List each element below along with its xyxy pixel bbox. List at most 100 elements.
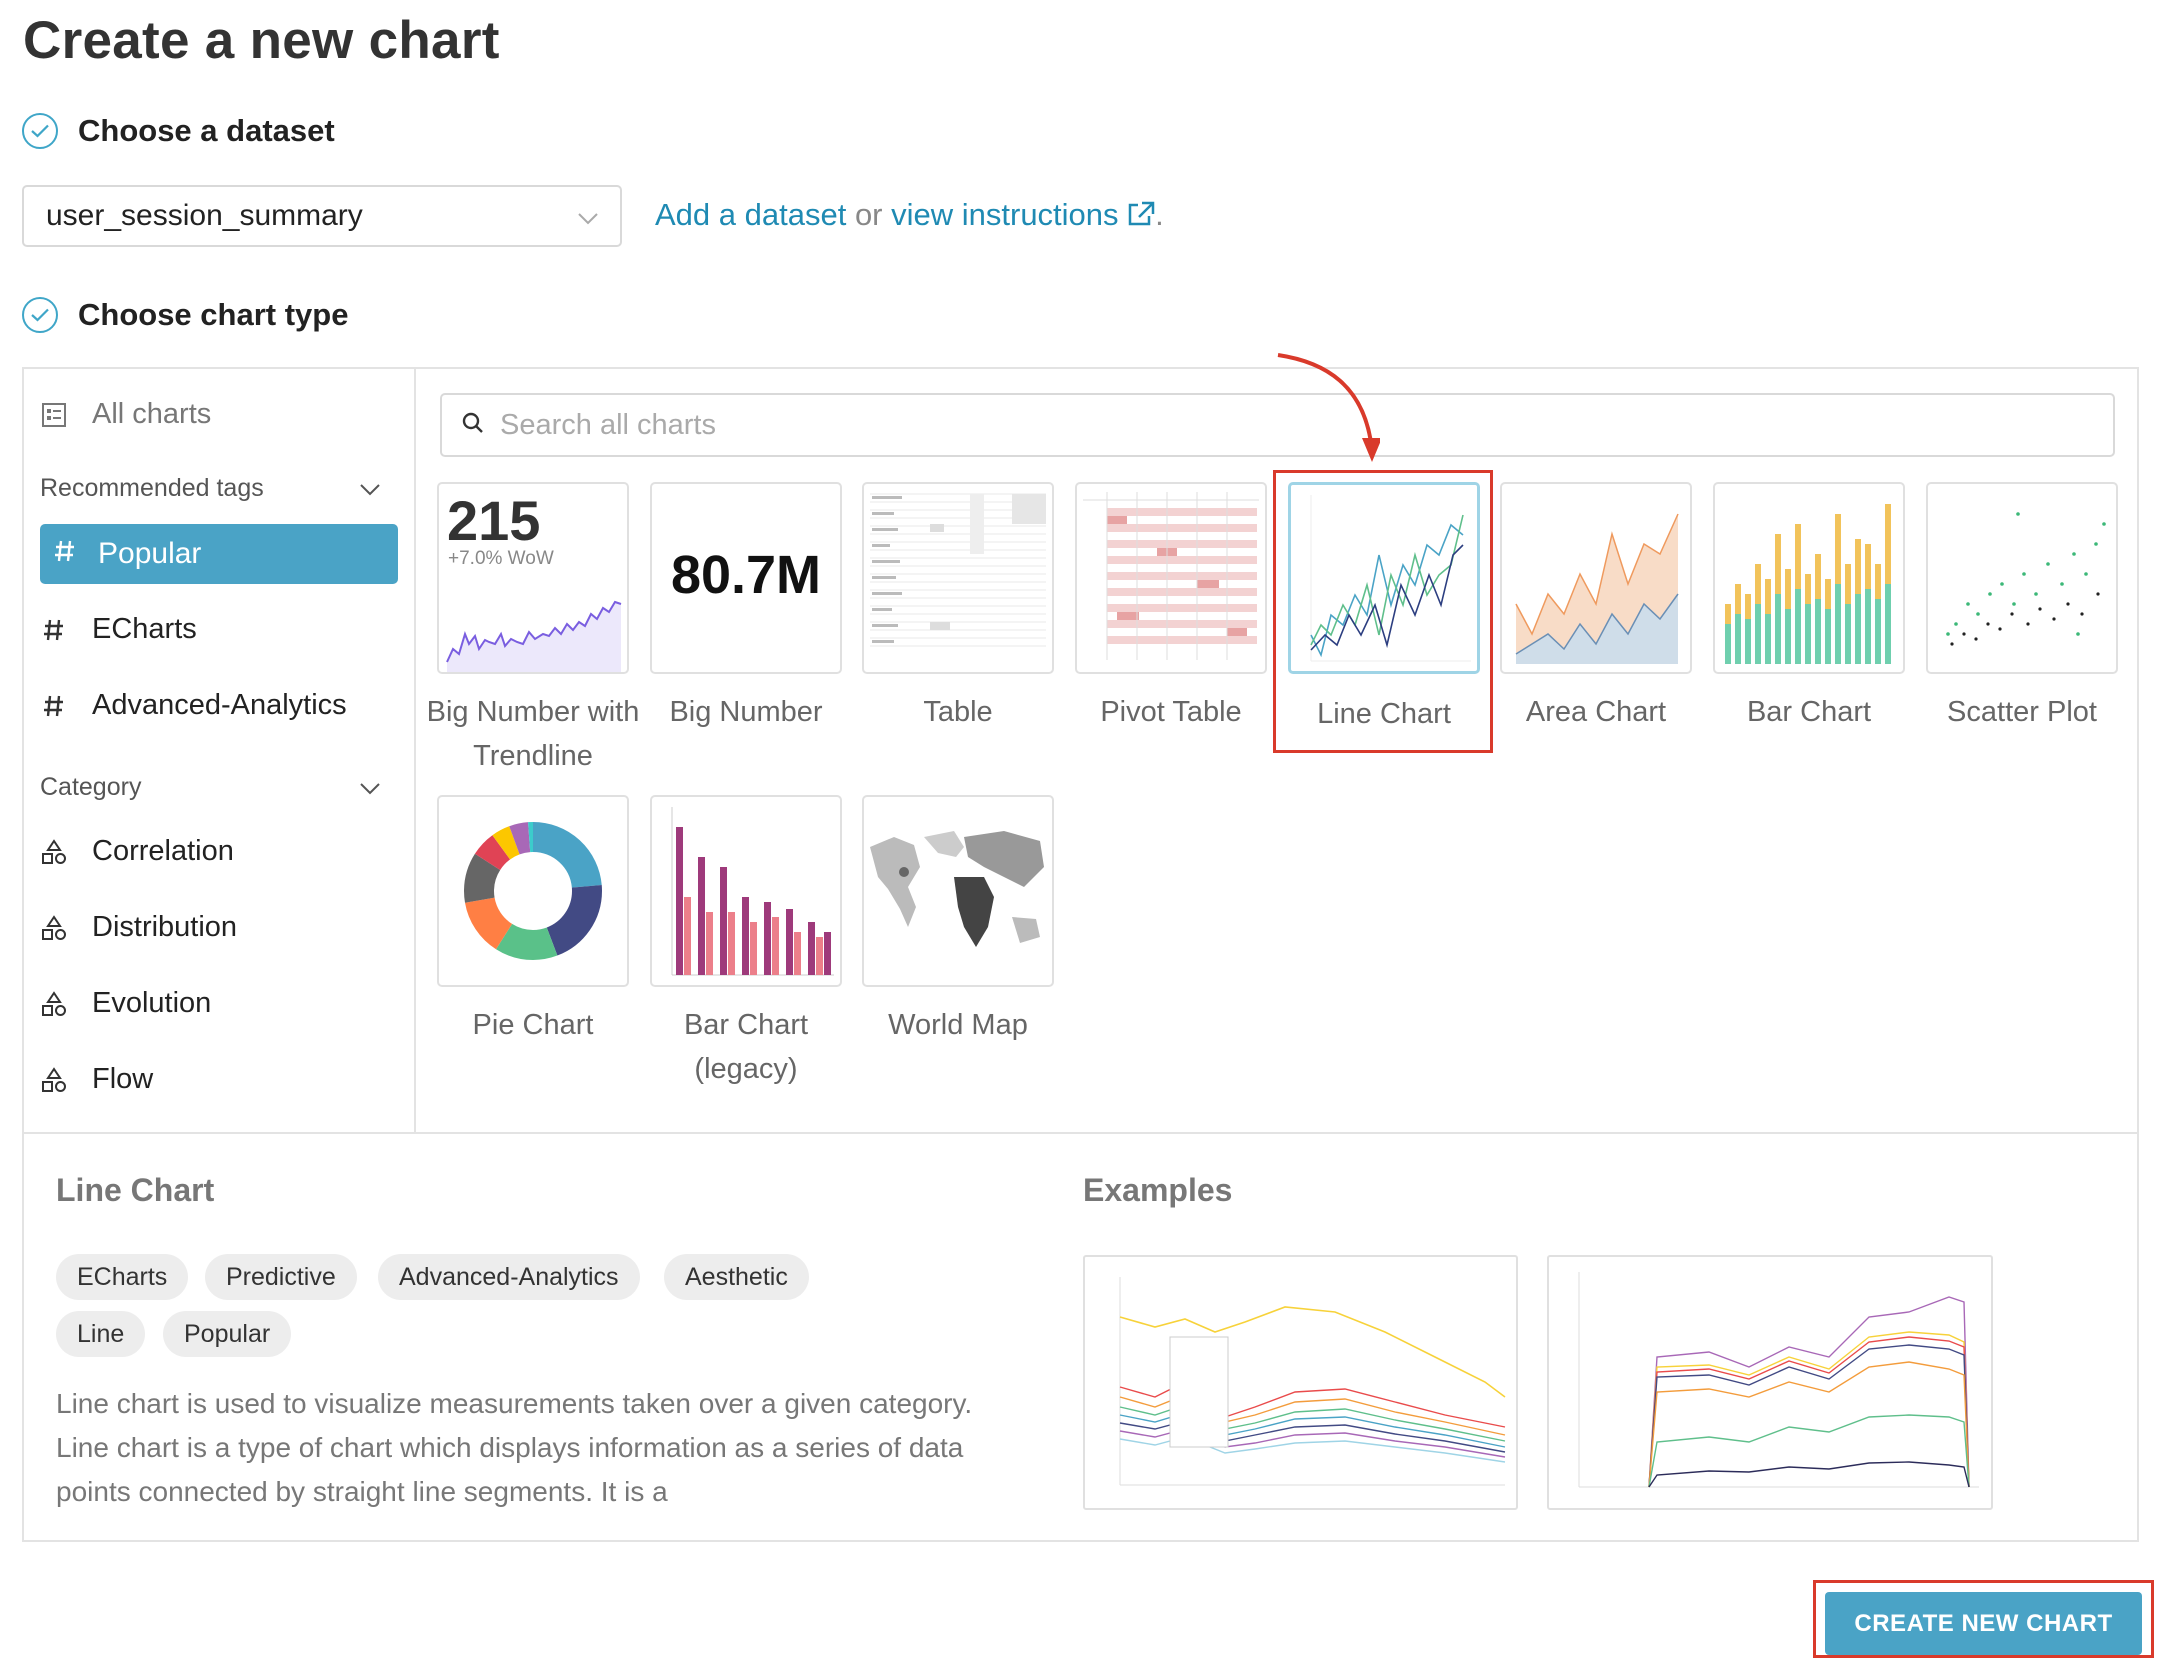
trendline-thumbnail (446, 600, 622, 672)
examples-title: Examples (1083, 1172, 1233, 1208)
selected-chart-title: Line Chart (56, 1172, 215, 1208)
table-thumbnail (870, 493, 1046, 647)
step-label: Choose a dataset (78, 113, 335, 148)
step-choose-chart-type: Choose chart type (22, 297, 348, 333)
chart-card-bar-chart[interactable] (1713, 482, 1905, 674)
scatter-plot-thumbnail (1946, 512, 2106, 646)
step-choose-dataset: Choose a dataset (22, 113, 335, 149)
create-new-chart-button[interactable]: CREATE NEW CHART (1825, 1592, 2142, 1655)
hash-icon (54, 537, 76, 571)
chart-tag[interactable]: Predictive (205, 1254, 357, 1300)
check-circle-icon (22, 113, 58, 149)
sidebar-item-correlation[interactable]: Correlation (40, 835, 234, 868)
dataset-select-value: user_session_summary (46, 199, 363, 232)
sidebar-item-distribution[interactable]: Distribution (40, 911, 237, 944)
thumb-big-number: 80.7M (670, 545, 822, 605)
recommended-tags-header[interactable]: Recommended tags (40, 474, 380, 503)
bar-chart-thumbnail (1725, 504, 1891, 664)
chart-card-table[interactable] (862, 482, 1054, 674)
create-button-highlight (1813, 1580, 2154, 1658)
sidebar-item-popular[interactable]: Popular (40, 524, 398, 584)
chart-card-big-number-trendline[interactable]: 215 +7.0% WoW (437, 482, 629, 674)
legacy-bar-chart-thumbnail (671, 807, 834, 976)
chart-card-area-chart[interactable] (1500, 482, 1692, 674)
chevron-down-icon (360, 773, 380, 802)
view-instructions-label: view instructions (891, 197, 1119, 232)
pie-chart-thumbnail (464, 822, 602, 960)
chart-label: Big Number with Trendline (426, 696, 640, 772)
chart-search-input[interactable]: Search all charts (440, 393, 2115, 457)
sidebar-item-echarts[interactable]: ECharts (40, 613, 197, 646)
sidebar-item-label: Flow (92, 1063, 154, 1095)
chart-label: Pivot Table (1100, 696, 1242, 728)
section-divider (22, 1132, 2139, 1134)
pivot-table-thumbnail (1083, 492, 1259, 660)
hash-icon (40, 618, 68, 642)
sidebar-item-label: Distribution (92, 911, 238, 943)
chart-tag[interactable]: Aesthetic (664, 1254, 809, 1300)
links-period: . (1155, 197, 1164, 232)
sidebar-item-all-charts[interactable]: All charts (40, 398, 211, 431)
world-map-thumbnail (870, 831, 1044, 947)
sidebar-item-flow[interactable]: Flow (40, 1063, 153, 1096)
example-image-2[interactable] (1547, 1255, 1993, 1510)
chart-label: Area Chart (1525, 696, 1667, 728)
chart-description: Line chart is used to visualize measurem… (56, 1388, 973, 1507)
chart-label: Table (923, 696, 993, 728)
sidebar-item-label: All charts (92, 398, 212, 430)
chart-gallery-panel (22, 367, 2139, 1542)
example-line-chart-2 (1578, 1272, 1979, 1488)
chart-card-bar-chart-legacy[interactable] (650, 795, 842, 987)
annotation-arrow-icon (1277, 353, 1380, 462)
shapes-icon (40, 914, 68, 941)
category-header[interactable]: Category (40, 773, 380, 802)
hash-icon (40, 694, 68, 718)
shapes-icon (40, 1066, 68, 1093)
chart-label: Scatter Plot (1947, 696, 2097, 728)
page-title: Create a new chart (23, 11, 500, 70)
check-circle-icon (22, 297, 58, 333)
chart-card-pivot-table[interactable] (1075, 482, 1267, 674)
section-header-label: Recommended tags (40, 474, 264, 502)
chart-tag[interactable]: Popular (163, 1311, 292, 1357)
search-icon (462, 409, 484, 442)
chart-card-pie-chart[interactable] (437, 795, 629, 987)
selected-chart-highlight (1273, 470, 1493, 753)
or-text: or (846, 197, 892, 232)
sidebar-item-advanced-analytics[interactable]: Advanced-Analytics (40, 689, 347, 722)
chart-label: Bar Chart (1746, 696, 1872, 728)
chart-card-big-number[interactable]: 80.7M (650, 482, 842, 674)
chart-tag[interactable]: ECharts (56, 1254, 189, 1300)
sidebar-item-label: ECharts (92, 613, 197, 645)
sidebar-item-evolution[interactable]: Evolution (40, 987, 211, 1020)
shapes-icon (40, 990, 68, 1017)
add-dataset-link[interactable]: Add a dataset (655, 197, 847, 232)
chart-tag[interactable]: Line (56, 1311, 146, 1357)
shapes-icon (40, 838, 68, 865)
sidebar-item-label: Advanced-Analytics (92, 689, 347, 721)
section-header-label: Category (40, 773, 142, 801)
chevron-down-icon (578, 199, 598, 233)
chart-card-world-map[interactable] (862, 795, 1054, 987)
chart-card-line-chart[interactable] (1288, 482, 1480, 674)
dataset-links: Add a dataset or view instructions . (655, 197, 1164, 233)
view-instructions-link[interactable]: view instructions (891, 197, 1155, 232)
example-line-chart-1 (1119, 1277, 1506, 1486)
chart-label: Bar Chart (legacy) (683, 1009, 809, 1085)
chart-label: Pie Chart (472, 1009, 594, 1041)
thumb-big-number: 215 (447, 489, 541, 552)
chart-label: Line Chart (1317, 698, 1451, 730)
chevron-down-icon (360, 474, 380, 503)
sidebar-item-label: Evolution (92, 987, 212, 1019)
chart-sidebar (22, 367, 416, 1132)
chart-label: Big Number (669, 696, 823, 728)
line-chart-thumbnail (1310, 495, 1471, 662)
example-image-1[interactable] (1083, 1255, 1518, 1510)
step-label: Choose chart type (78, 297, 349, 332)
sidebar-item-label: Popular (98, 537, 202, 570)
chart-card-scatter-plot[interactable] (1926, 482, 2118, 674)
chart-tag[interactable]: Advanced-Analytics (378, 1254, 640, 1300)
area-chart-thumbnail (1515, 513, 1679, 664)
dataset-select[interactable]: user_session_summary (22, 185, 622, 247)
sidebar-item-label: Correlation (92, 835, 234, 867)
